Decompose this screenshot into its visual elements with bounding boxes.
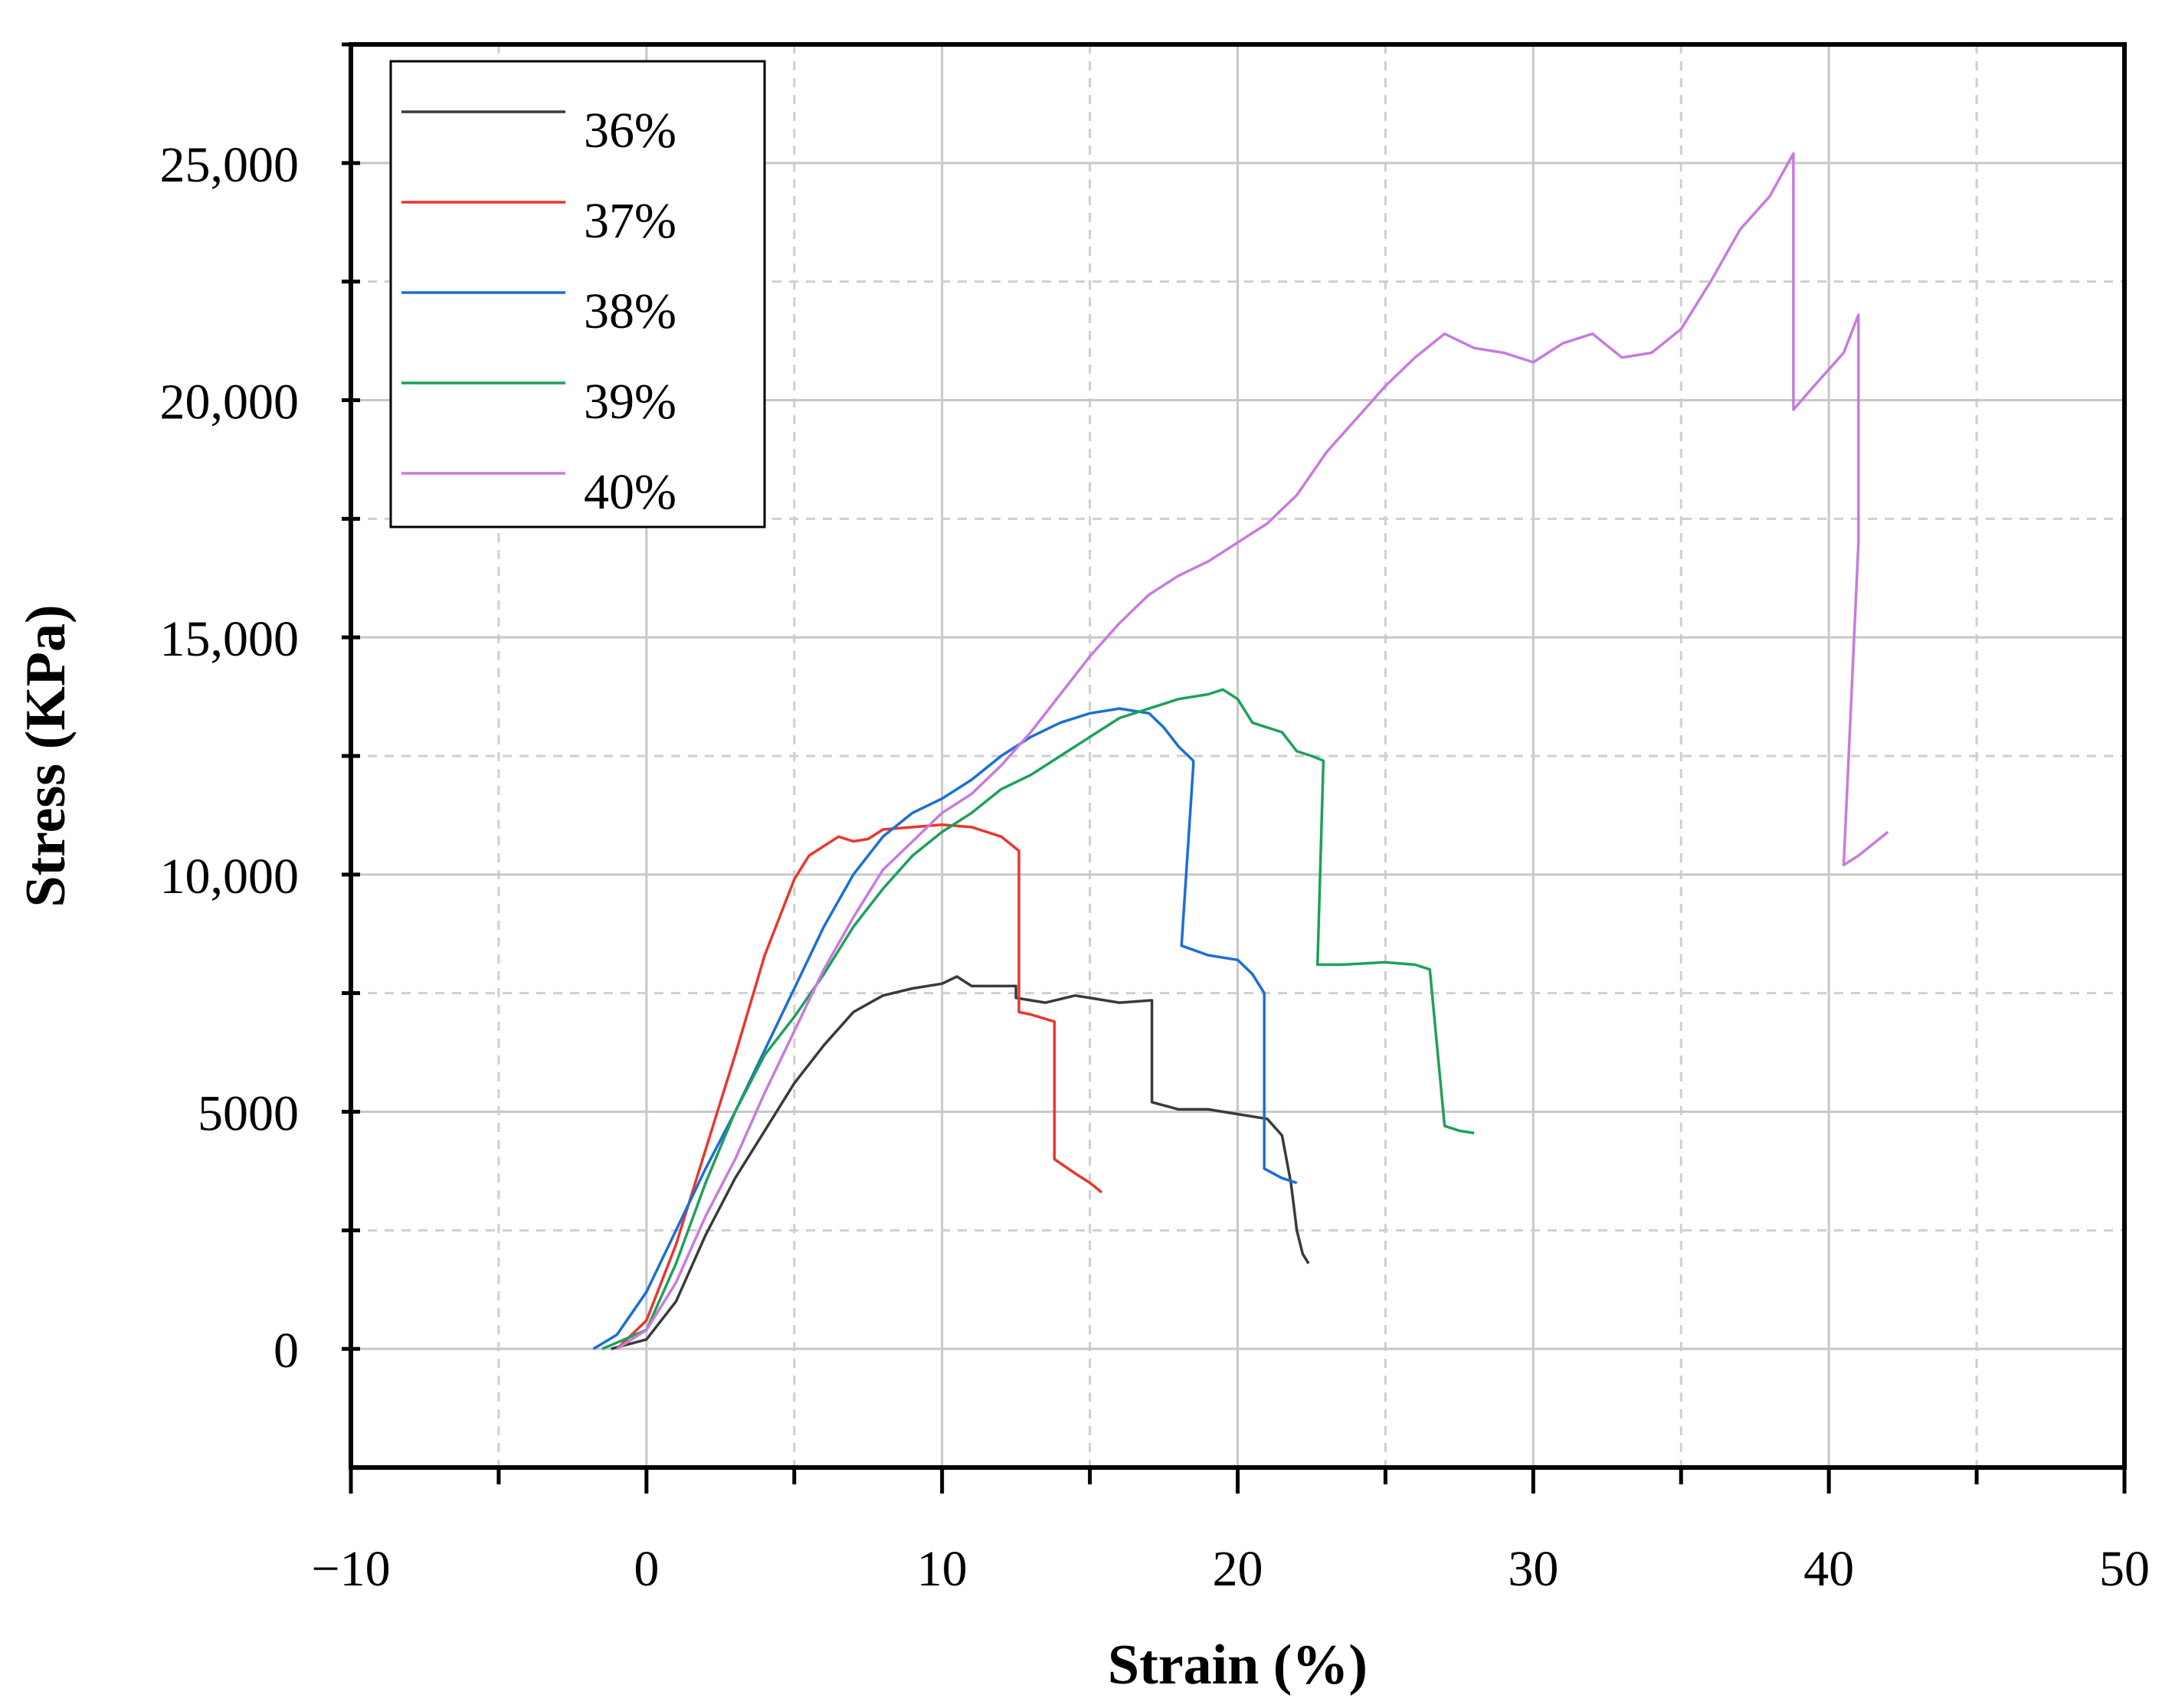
x-tick-label: −10 <box>311 1541 390 1597</box>
y-axis-ticks: 0 5000 10,000 15,000 20,000 25,000 <box>160 42 360 1379</box>
x-tick-label: 30 <box>1508 1541 1558 1597</box>
legend-label: 40% <box>584 464 676 520</box>
legend-label: 38% <box>584 283 676 339</box>
legend-label: 36% <box>584 103 676 159</box>
legend: 36% 37% 38% 39% 40% <box>389 60 766 528</box>
x-tick-label: 40 <box>1803 1541 1854 1597</box>
x-tick-label: 50 <box>2099 1541 2150 1597</box>
x-tick-label: 10 <box>917 1541 968 1597</box>
y-tick-label: 20,000 <box>160 375 300 430</box>
x-tick-label: 20 <box>1213 1541 1263 1597</box>
x-axis-title: Strain (%) <box>1108 1634 1368 1697</box>
legend-label: 39% <box>584 374 676 430</box>
series-lines <box>592 152 1889 1350</box>
legend-box <box>389 60 766 528</box>
y-axis-title: Stress (KPa) <box>15 604 77 907</box>
y-tick-label: 0 <box>274 1323 299 1379</box>
series-line-39pct <box>601 688 1475 1350</box>
y-tick-label: 5000 <box>198 1086 299 1142</box>
series-line-36pct <box>611 975 1310 1350</box>
y-tick-label: 15,000 <box>160 611 300 667</box>
series-line-37pct <box>616 823 1103 1350</box>
y-tick-label: 25,000 <box>160 137 300 193</box>
series-line-40pct <box>616 152 1889 1350</box>
x-axis-ticks: −10 0 10 20 30 40 50 <box>311 1468 2150 1597</box>
y-tick-label: 10,000 <box>160 849 300 905</box>
legend-label: 37% <box>584 193 676 249</box>
x-tick-label: 0 <box>634 1541 659 1597</box>
